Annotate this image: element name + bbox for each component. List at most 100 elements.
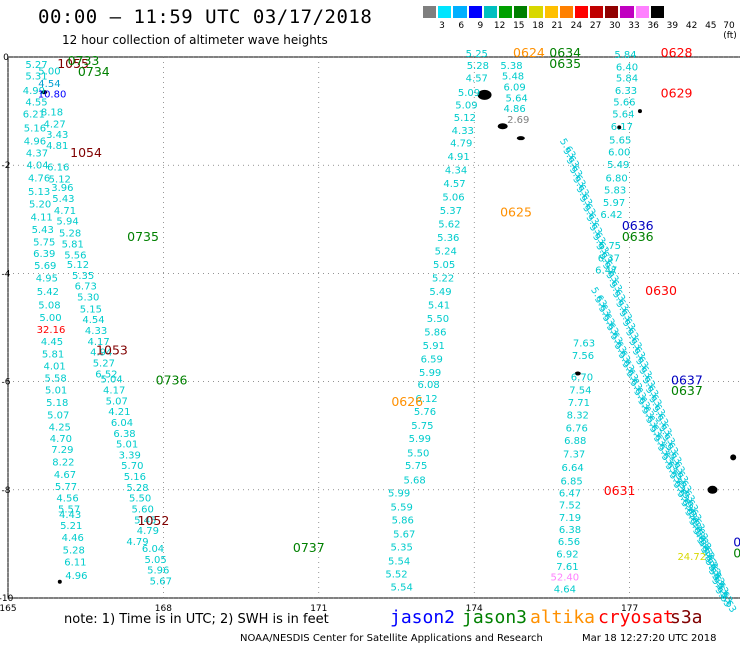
colorbar-label: 9 bbox=[477, 21, 484, 31]
colorbar-label: 21 bbox=[551, 21, 563, 31]
island-shape bbox=[707, 485, 718, 494]
colorbar-label: 33 bbox=[628, 21, 640, 31]
colorbar-swatch bbox=[437, 5, 453, 19]
wave-height-value: 5.28 bbox=[63, 546, 85, 557]
wave-height-value: 5.00 bbox=[38, 66, 60, 77]
wave-height-value: 4.79 bbox=[137, 526, 159, 537]
colorbar-swatch bbox=[497, 5, 514, 19]
wave-height-value: 5.64 bbox=[506, 93, 528, 104]
pass-time-label: 0634 bbox=[549, 45, 581, 60]
pass-time-label: 0736 bbox=[156, 372, 188, 387]
pass-time-label: 0734 bbox=[78, 64, 110, 79]
wave-height-value: 5.75 bbox=[405, 461, 427, 472]
wave-height-value: 5.96 bbox=[147, 566, 169, 577]
wave-height-value: 5.41 bbox=[428, 301, 450, 312]
wave-height-value: 5.08 bbox=[38, 301, 60, 312]
wave-height-value: 2.69 bbox=[507, 115, 529, 126]
wave-height-value: 5.20 bbox=[29, 199, 51, 210]
wave-height-value: 5.22 bbox=[432, 274, 454, 285]
wave-height-value: 4.34 bbox=[445, 165, 467, 176]
wave-height-value: 5.24 bbox=[435, 246, 457, 257]
island-shape bbox=[574, 371, 581, 376]
wave-height-value: 7.71 bbox=[568, 398, 590, 409]
wave-height-value: 5.05 bbox=[144, 555, 166, 566]
lon-tick-label: 177 bbox=[621, 604, 638, 614]
wave-height-value: 5.35 bbox=[391, 542, 413, 553]
pass-time-label: 0636 bbox=[622, 218, 654, 233]
colorbar-label: 27 bbox=[589, 21, 602, 31]
wave-height-value: 5.99 bbox=[419, 368, 441, 379]
wave-height-value: 5.49 bbox=[429, 287, 451, 298]
wave-height-value: 5.31 bbox=[25, 72, 47, 83]
wave-height-value: 4.27 bbox=[43, 119, 65, 130]
wave-height-value: 3.96 bbox=[51, 183, 73, 194]
wave-height-value: 10.80 bbox=[38, 90, 67, 101]
wave-height-value: 4.01 bbox=[43, 362, 65, 373]
legend-s3a: s3a bbox=[670, 607, 703, 628]
island-shape bbox=[617, 125, 622, 130]
colorbar-swatch bbox=[589, 5, 605, 19]
wave-height-value: 5.04 bbox=[100, 375, 122, 386]
wave-height-value: 4.46 bbox=[62, 533, 84, 544]
wave-height-value: 5.01 bbox=[45, 386, 67, 397]
wave-height-value: 5.36 bbox=[437, 233, 459, 244]
pass-time-label: 0637 bbox=[671, 383, 703, 398]
wave-height-value: 5.06 bbox=[442, 192, 464, 203]
wave-height-value: 6.16 bbox=[47, 163, 69, 174]
colorbar-swatch bbox=[543, 5, 559, 19]
wave-height-value: 5.65 bbox=[609, 136, 631, 147]
wave-height-value: 4.54 bbox=[82, 315, 104, 326]
wave-height-value: 4.64 bbox=[554, 585, 576, 596]
wave-height-value: 5.50 bbox=[129, 494, 151, 505]
wave-height-value: 6.52 bbox=[95, 369, 117, 380]
wave-height-value: 5.86 bbox=[392, 515, 414, 526]
colorbar-swatch bbox=[573, 5, 590, 19]
wave-height-value: 4.81 bbox=[46, 141, 68, 152]
wave-height-value: 3.39 bbox=[119, 450, 141, 461]
pass-time-label: 0733 bbox=[68, 53, 100, 68]
wave-height-value: 5.52 bbox=[385, 569, 407, 580]
wave-height-value: 4.55 bbox=[25, 98, 47, 109]
pass-time-label: 0629 bbox=[661, 86, 693, 101]
wave-height-value: 5.86 bbox=[424, 328, 446, 339]
colorbar-label: 30 bbox=[609, 21, 621, 31]
lat-tick-label: -2 bbox=[2, 161, 11, 171]
wave-height-value: 5.97 bbox=[603, 198, 625, 209]
wave-height-value: 4.56 bbox=[56, 494, 78, 505]
colorbar-label: 42 bbox=[685, 21, 698, 31]
wave-height-value: 5.16 bbox=[24, 124, 46, 135]
wave-height-value: 5.00 bbox=[39, 313, 61, 324]
legend-jason2: jason2 bbox=[390, 607, 456, 628]
wave-height-value: 4.91 bbox=[448, 152, 470, 163]
wave-height-value: 6.33 bbox=[615, 86, 637, 97]
wave-height-value: 32.16 bbox=[37, 325, 66, 336]
colorbar-label: 36 bbox=[647, 21, 659, 31]
colorbar-swatch bbox=[649, 5, 665, 19]
colorbar-swatch bbox=[452, 5, 468, 19]
pass-time-label: 0635 bbox=[549, 56, 581, 71]
pass-time-label: 1055 bbox=[57, 56, 89, 71]
wave-height-value: 6.00 bbox=[608, 147, 630, 158]
wave-height-value: 5.81 bbox=[42, 349, 64, 360]
credit-line: NOAA/NESDIS Center for Satellite Applica… bbox=[240, 633, 543, 644]
wave-height-value: 5.07 bbox=[47, 410, 69, 421]
colorbar-label: 6 bbox=[458, 21, 465, 31]
wave-height-value: 5.27 bbox=[25, 60, 47, 71]
wave-height-value: 5.75 bbox=[33, 237, 55, 248]
wave-height-value: 4.45 bbox=[41, 337, 63, 348]
colorbar-label: 39 bbox=[666, 21, 679, 31]
wave-height-value: 5.16 bbox=[124, 472, 146, 483]
lat-tick-label: -6 bbox=[2, 378, 11, 388]
wave-height-value: 5.67 bbox=[393, 529, 415, 540]
wave-height-value: 4.57 bbox=[466, 73, 488, 84]
wave-height-value: 4.76 bbox=[28, 173, 50, 184]
lat-tick-label: -8 bbox=[2, 486, 11, 496]
wave-height-value: 4.21 bbox=[108, 407, 130, 418]
wave-height-value: 4.04 bbox=[26, 160, 48, 171]
wave-height-value: 6.04 bbox=[111, 418, 133, 429]
wave-height-value: 52.40 bbox=[551, 573, 580, 584]
wave-height-value: 4.70 bbox=[50, 434, 72, 445]
page-title: 00:00 – 11:59 UTC 03/17/2018 bbox=[38, 6, 373, 28]
wave-height-value: 6.09 bbox=[503, 83, 525, 94]
